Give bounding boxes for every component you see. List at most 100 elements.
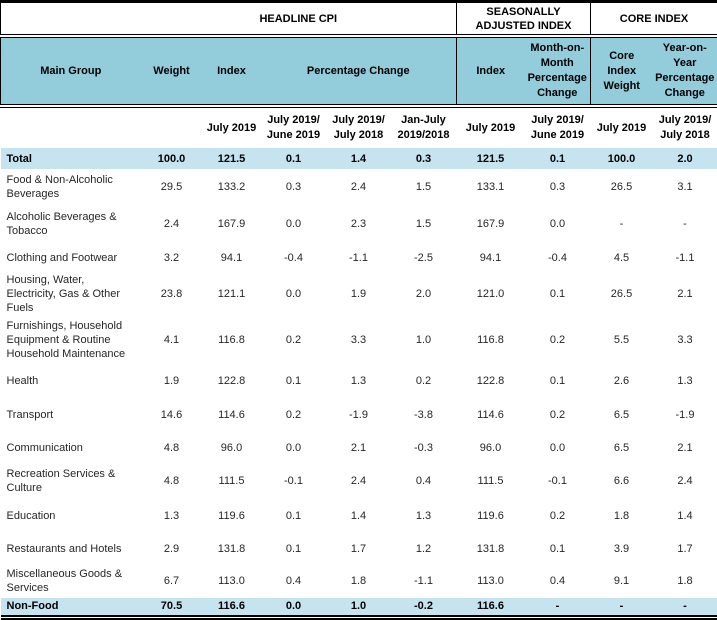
row-value: 0.2 <box>525 398 591 432</box>
row-value: 1.3 <box>327 364 391 398</box>
row-value: 2.0 <box>391 273 457 315</box>
row-value: 2.1 <box>327 432 391 463</box>
row-value: 0.0 <box>261 273 327 315</box>
row-value: 14.6 <box>141 398 203 432</box>
row-value: 4.8 <box>141 432 203 463</box>
row-value: - <box>591 205 653 242</box>
row-value: 4.1 <box>141 315 203 364</box>
row-value: 1.9 <box>141 364 203 398</box>
row-value: 96.0 <box>457 432 525 463</box>
row-value: 131.8 <box>203 533 261 564</box>
row-value: 116.6 <box>203 598 261 617</box>
row-value: 1.4 <box>653 498 717 533</box>
row-value: -1.1 <box>653 242 717 273</box>
row-value: - <box>653 205 717 242</box>
row-value: 131.8 <box>457 533 525 564</box>
row-value: 94.1 <box>203 242 261 273</box>
section-seasonally-adjusted-index: SEASONALLY ADJUSTED INDEX <box>457 2 591 37</box>
row-value: 70.5 <box>141 598 203 617</box>
row-value: -3.8 <box>391 398 457 432</box>
row-value: 2.4 <box>653 463 717 498</box>
row-value: 4.5 <box>591 242 653 273</box>
row-value: -1.1 <box>327 242 391 273</box>
row-value: 1.2 <box>391 533 457 564</box>
table-row: Education 1.3 119.6 0.1 1.4 1.3 119.6 0.… <box>1 498 717 533</box>
row-value: -0.3 <box>391 432 457 463</box>
row-value: 0.0 <box>261 432 327 463</box>
row-value: 0.2 <box>525 315 591 364</box>
row-value: 0.0 <box>525 432 591 463</box>
row-value: 121.0 <box>457 273 525 315</box>
table-row: Total 100.0 121.5 0.1 1.4 0.3 121.5 0.1 … <box>1 148 717 169</box>
row-label: Furnishings, Household Equipment & Routi… <box>1 315 141 364</box>
row-label: Communication <box>1 432 141 463</box>
row-value: 0.2 <box>391 364 457 398</box>
row-value: -1.9 <box>327 398 391 432</box>
period-header: July 2019 <box>457 106 525 148</box>
table-row: Recreation Services & Culture 4.8 111.5 … <box>1 463 717 498</box>
row-value: -0.4 <box>261 242 327 273</box>
row-value: 133.2 <box>203 169 261 205</box>
period-header: July 2019/ July 2018 <box>653 106 717 148</box>
row-value: 1.4 <box>327 148 391 169</box>
row-value: 100.0 <box>141 148 203 169</box>
table-row: Food & Non-Alcoholic Beverages 29.5 133.… <box>1 169 717 205</box>
row-label: Miscellaneous Goods & Services <box>1 564 141 598</box>
row-value: 1.7 <box>327 533 391 564</box>
period-header: Jan-July 2019/2018 <box>391 106 457 148</box>
section-core-index: CORE INDEX <box>591 2 717 37</box>
row-value: 1.4 <box>327 498 391 533</box>
column-header-row: Main Group Weight Index Percentage Chang… <box>1 36 717 106</box>
row-value: 0.1 <box>525 148 591 169</box>
row-label: Education <box>1 498 141 533</box>
row-value: 114.6 <box>203 398 261 432</box>
row-value: 0.3 <box>261 169 327 205</box>
table-row: Health 1.9 122.8 0.1 1.3 0.2 122.8 0.1 2… <box>1 364 717 398</box>
period-header: July 2019/ June 2019 <box>261 106 327 148</box>
row-value: 2.0 <box>653 148 717 169</box>
row-label: Food & Non-Alcoholic Beverages <box>1 169 141 205</box>
row-value: 6.5 <box>591 398 653 432</box>
row-value: 122.8 <box>457 364 525 398</box>
row-value: 1.9 <box>327 273 391 315</box>
row-label: Alcoholic Beverages & Tobacco <box>1 205 141 242</box>
row-value: 3.3 <box>327 315 391 364</box>
row-value: 111.5 <box>457 463 525 498</box>
row-value: 2.4 <box>141 205 203 242</box>
row-value: 6.6 <box>591 463 653 498</box>
row-value: 2.4 <box>327 169 391 205</box>
row-value: 0.2 <box>525 498 591 533</box>
row-label: Transport <box>1 398 141 432</box>
table-row: Miscellaneous Goods & Services 6.7 113.0… <box>1 564 717 598</box>
row-value: 116.8 <box>203 315 261 364</box>
row-value: 121.5 <box>457 148 525 169</box>
row-value: 0.1 <box>261 498 327 533</box>
col-header-core-index-weight: Core Index Weight <box>591 36 653 106</box>
col-header-mom-percentage-change: Month-on- Month Percentage Change <box>525 36 591 106</box>
row-value: 3.3 <box>653 315 717 364</box>
row-value: 2.6 <box>591 364 653 398</box>
row-value: 26.5 <box>591 273 653 315</box>
row-value: 1.0 <box>391 315 457 364</box>
period-spacer <box>141 106 203 148</box>
row-value: 121.1 <box>203 273 261 315</box>
row-value: 0.1 <box>261 364 327 398</box>
row-label: Recreation Services & Culture <box>1 463 141 498</box>
row-value: 0.4 <box>391 463 457 498</box>
row-value: 1.5 <box>391 169 457 205</box>
period-header: July 2019/ June 2019 <box>525 106 591 148</box>
row-value: 113.0 <box>457 564 525 598</box>
row-value: 1.5 <box>391 205 457 242</box>
row-value: 114.6 <box>457 398 525 432</box>
col-header-index: Index <box>203 36 261 106</box>
row-value: 2.4 <box>327 463 391 498</box>
table-row: Non-Food 70.5 116.6 0.0 1.0 -0.2 116.6 -… <box>1 598 717 617</box>
table-row: Transport 14.6 114.6 0.2 -1.9 -3.8 114.6… <box>1 398 717 432</box>
row-label: Total <box>1 148 141 169</box>
row-value: 1.8 <box>653 564 717 598</box>
period-spacer <box>1 106 141 148</box>
row-value: 0.4 <box>525 564 591 598</box>
row-value: 0.1 <box>525 364 591 398</box>
col-header-main-group: Main Group <box>1 36 141 106</box>
